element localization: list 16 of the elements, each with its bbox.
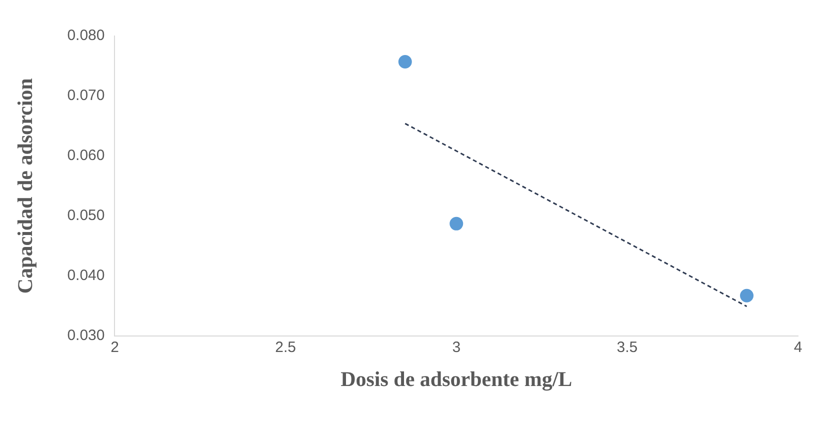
x-tick-label: 3.5	[616, 338, 638, 356]
point	[398, 55, 412, 69]
point	[450, 216, 464, 230]
y-tick-label: 0.040	[67, 266, 105, 284]
x-tick-label: 4	[794, 338, 802, 356]
point	[740, 288, 754, 302]
x-tick-label: 2.5	[275, 338, 296, 356]
y-tick-label: 0.060	[67, 147, 105, 164]
y-tick-label: 0.080	[67, 27, 105, 44]
y-tick-label: 0.030	[67, 326, 105, 344]
y-axis-title: Capacidad de adsorcion	[13, 78, 38, 294]
x-tick-label: 3	[452, 338, 461, 356]
y-tick-label: 0.050	[67, 207, 105, 224]
x-axis-title: Dosis de adsorbente mg/L	[340, 366, 572, 391]
y-tick-label: 0.070	[67, 87, 105, 104]
x-tick-label: 2	[110, 338, 119, 356]
